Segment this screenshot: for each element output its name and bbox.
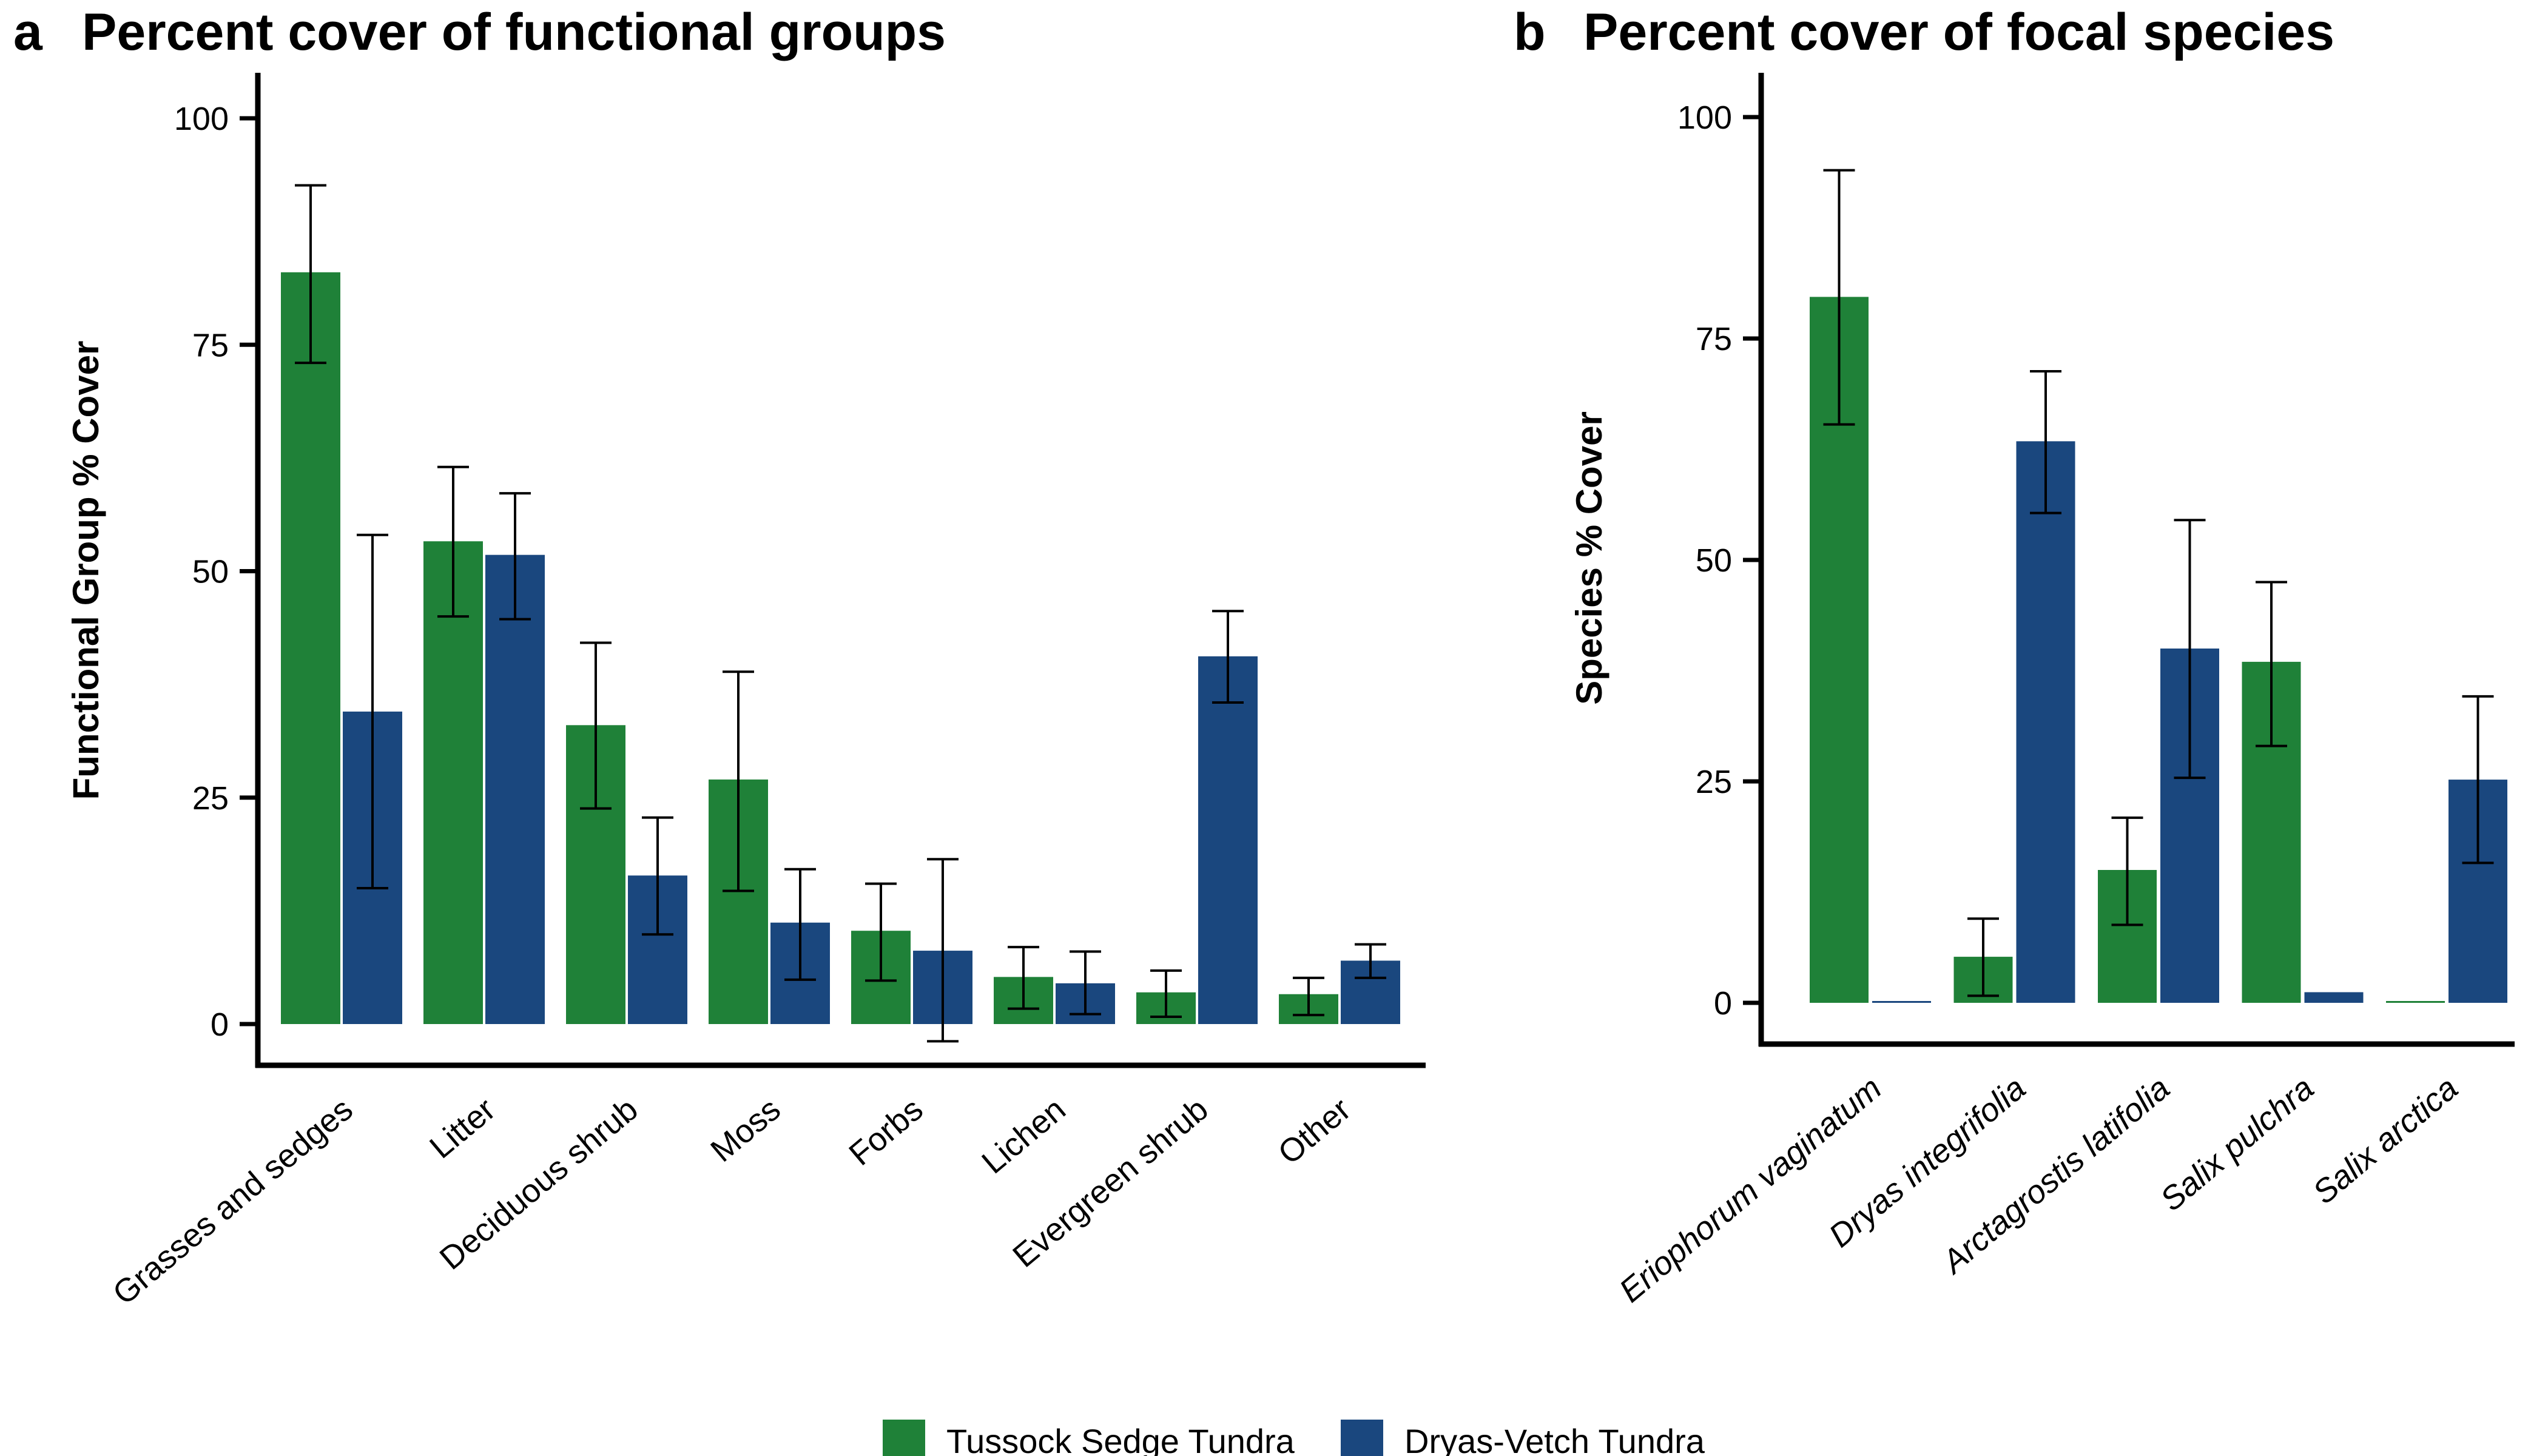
panel-b-y-tick-label: 0 — [1714, 985, 1732, 1022]
panel-a-title: Percent cover of functional groups — [82, 3, 946, 61]
panel-a-category-label: Litter — [423, 1091, 502, 1165]
panel-b-category-label: Eriophorum vaginatum — [1613, 1070, 1889, 1309]
panel-b-bar-dryas-vetch-tundra-eriophorum-vaginatum — [1872, 1001, 1931, 1003]
panel-b-y-tick-label: 75 — [1696, 321, 1732, 357]
panel-a-category-label: Moss — [704, 1091, 787, 1169]
panel-a-bar-dryas-vetch-tundra-litter — [485, 554, 545, 1024]
panel-a-y-tick-label: 100 — [174, 101, 229, 137]
panel-a-category-label: Lichen — [975, 1091, 1072, 1181]
panel-a-category-label: Other — [1272, 1091, 1358, 1171]
panel-a-y-axis-label: Functional Group % Cover — [66, 341, 106, 800]
panel-b-y-axis-label: Species % Cover — [1569, 411, 1609, 705]
panel-a-y-tick-label: 50 — [192, 554, 229, 590]
panel-b-y-tick-label: 50 — [1696, 542, 1732, 579]
panel-a-y-tick-label: 75 — [192, 327, 229, 363]
panel-b-category-label: Salix pulchra — [2154, 1070, 2320, 1218]
panel-b-bar-tussock-sedge-tundra-salix-arctica — [2386, 1001, 2445, 1003]
panel-a-y-tick-label: 25 — [192, 780, 229, 817]
panel-functional-groups: a Percent cover of functional groups Fun… — [13, 3, 1426, 1312]
panel-a-bar-tussock-sedge-tundra-litter — [423, 541, 483, 1024]
legend: Tussock Sedge Tundra Dryas-Vetch Tundra — [883, 1420, 1705, 1456]
panel-a-letter: a — [13, 3, 43, 61]
panel-b-bar-dryas-vetch-tundra-salix-pulchra — [2304, 992, 2364, 1003]
legend-label-tussock: Tussock Sedge Tundra — [946, 1422, 1295, 1456]
panel-b-letter: b — [1514, 3, 1546, 61]
panel-a-bar-dryas-vetch-tundra-evergreen-shrub — [1198, 656, 1258, 1024]
panel-a-category-label: Forbs — [842, 1091, 929, 1173]
legend-label-dryas: Dryas-Vetch Tundra — [1404, 1422, 1705, 1456]
panel-b-bar-dryas-vetch-tundra-dryas-integrifolia — [2016, 441, 2075, 1003]
panel-b-title: Percent cover of focal species — [1583, 3, 2334, 61]
panel-a-y-tick-label: 0 — [211, 1006, 229, 1043]
panel-b-y-tick-label: 100 — [1677, 99, 1732, 136]
panel-b-y-tick-label: 25 — [1696, 764, 1732, 800]
panel-a-bar-tussock-sedge-tundra-grasses-and-sedges — [281, 272, 340, 1024]
panel-b-category-label: Salix arctica — [2306, 1070, 2465, 1211]
legend-swatch-dryas — [1341, 1420, 1383, 1456]
panel-a-category-label: Grasses and sedges — [106, 1091, 360, 1312]
panel-focal-species: b Percent cover of focal species Species… — [1514, 3, 2515, 1309]
legend-swatch-tussock — [883, 1420, 925, 1456]
